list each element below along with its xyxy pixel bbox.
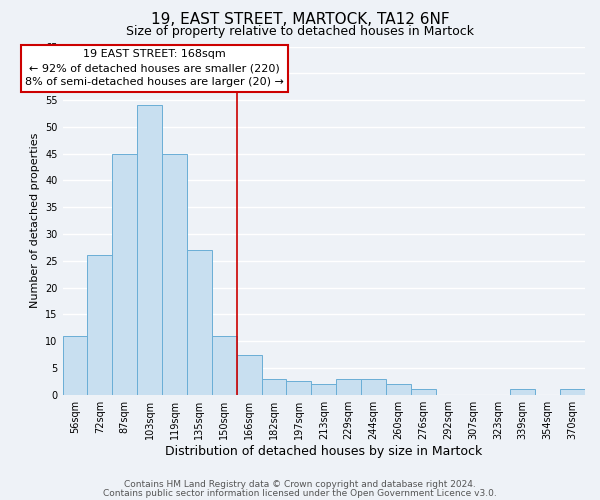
Bar: [137, 106, 162, 395]
Bar: [212, 336, 236, 394]
Bar: [88, 256, 112, 394]
Text: Contains public sector information licensed under the Open Government Licence v3: Contains public sector information licen…: [103, 488, 497, 498]
Bar: [361, 378, 386, 394]
Bar: [511, 390, 535, 394]
Y-axis label: Number of detached properties: Number of detached properties: [29, 133, 40, 308]
Bar: [411, 390, 436, 394]
Bar: [286, 382, 311, 394]
Bar: [336, 378, 361, 394]
Bar: [262, 378, 286, 394]
Text: 19, EAST STREET, MARTOCK, TA12 6NF: 19, EAST STREET, MARTOCK, TA12 6NF: [151, 12, 449, 28]
Text: Size of property relative to detached houses in Martock: Size of property relative to detached ho…: [126, 25, 474, 38]
Bar: [236, 354, 262, 395]
X-axis label: Distribution of detached houses by size in Martock: Distribution of detached houses by size …: [165, 444, 482, 458]
Bar: [162, 154, 187, 394]
Bar: [311, 384, 336, 394]
Bar: [386, 384, 411, 394]
Bar: [112, 154, 137, 394]
Bar: [62, 336, 88, 394]
Text: 19 EAST STREET: 168sqm
← 92% of detached houses are smaller (220)
8% of semi-det: 19 EAST STREET: 168sqm ← 92% of detached…: [25, 49, 284, 87]
Bar: [560, 390, 585, 394]
Bar: [187, 250, 212, 394]
Text: Contains HM Land Registry data © Crown copyright and database right 2024.: Contains HM Land Registry data © Crown c…: [124, 480, 476, 489]
